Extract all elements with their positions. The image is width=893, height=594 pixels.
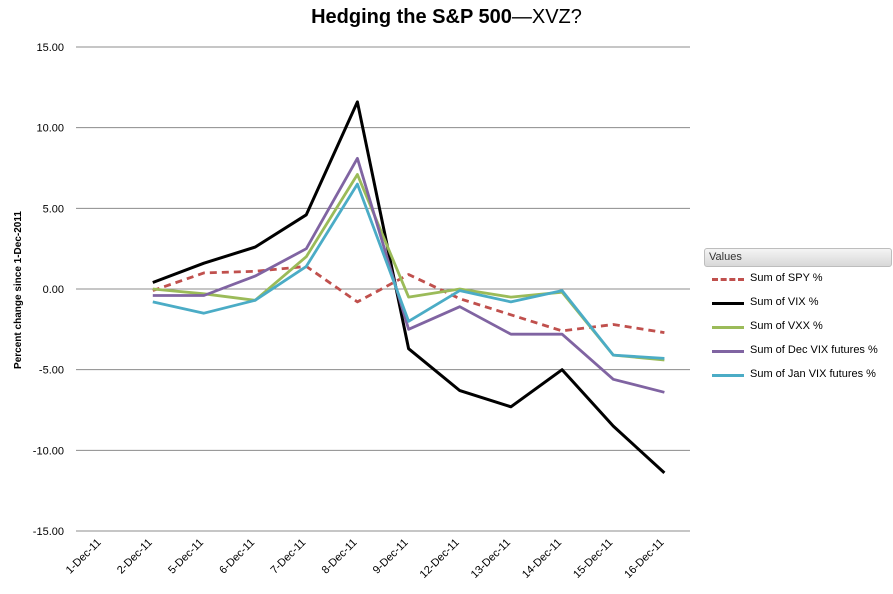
legend-label: Sum of Dec VIX futures %: [750, 344, 878, 356]
x-tick-label: 14-Dec-11: [520, 537, 564, 581]
legend-label: Sum of Jan VIX futures %: [750, 368, 876, 380]
x-tick-label: 8-Dec-11: [320, 537, 360, 577]
legend-swatch: [712, 374, 744, 377]
y-axis-ticks: 15.00 10.00 5.00 0.00 -5.00 -10.00 -15.00: [33, 42, 64, 538]
y-tick-label: -15.00: [33, 526, 64, 538]
legend-label: Sum of SPY %: [750, 272, 823, 284]
series-lines: [152, 100, 666, 475]
legend-swatch: [712, 278, 744, 281]
x-tick-label: 7-Dec-11: [268, 537, 308, 577]
x-tick-label: 6-Dec-11: [217, 537, 257, 577]
y-tick-label: 0.00: [43, 284, 64, 296]
y-axis-label: Percent change since 1-Dec-2011: [13, 211, 24, 369]
legend-item: Sum of VIX %: [704, 291, 892, 315]
x-tick-label: 15-Dec-11: [571, 537, 615, 581]
legend-item: Sum of Dec VIX futures %: [704, 339, 892, 363]
series-line-2: [152, 173, 665, 362]
x-tick-label: 16-Dec-11: [622, 537, 666, 581]
legend-items: Sum of SPY % Sum of VIX % Sum of VXX % Sum …: [704, 267, 892, 387]
legend-label: Sum of VIX %: [750, 296, 819, 308]
x-tick-label: 2-Dec-11: [115, 537, 155, 577]
series-line-3: [152, 156, 665, 394]
y-tick-label: -10.00: [33, 445, 64, 457]
legend-item: Sum of SPY %: [704, 267, 892, 291]
legend-item: Sum of VXX %: [704, 315, 892, 339]
y-tick-label: -5.00: [39, 365, 64, 377]
x-tick-label: 5-Dec-11: [166, 537, 206, 577]
chart-title: Hedging the S&P 500—XVZ?: [0, 6, 893, 29]
x-axis-ticks: 1-Dec-11 2-Dec-11 5-Dec-11 6-Dec-11 7-Dec-11…: [64, 537, 667, 581]
y-tick-label: 10.00: [36, 123, 64, 135]
chart-title-suffix: —XVZ?: [511, 6, 582, 28]
series-line-0: [152, 264, 665, 334]
legend-swatch: [712, 350, 744, 353]
x-tick-label: 13-Dec-11: [469, 537, 513, 581]
legend-swatch: [712, 326, 744, 329]
x-tick-label: 9-Dec-11: [371, 537, 411, 577]
series-line-1: [152, 100, 666, 475]
y-tick-label: 5.00: [43, 203, 64, 215]
legend-header[interactable]: Values: [704, 248, 892, 267]
x-tick-label: 1-Dec-11: [64, 537, 104, 577]
chart-title-main: Hedging the S&P 500: [311, 6, 512, 28]
legend-swatch: [712, 302, 744, 305]
y-tick-label: 15.00: [36, 42, 64, 54]
legend-item: Sum of Jan VIX futures %: [704, 363, 892, 387]
series-line-4: [152, 182, 665, 360]
legend: Values Sum of SPY % Sum of VIX % Sum of VX…: [704, 248, 892, 387]
legend-label: Sum of VXX %: [750, 320, 823, 332]
x-tick-label: 12-Dec-11: [418, 537, 462, 581]
gridlines: [76, 46, 690, 532]
